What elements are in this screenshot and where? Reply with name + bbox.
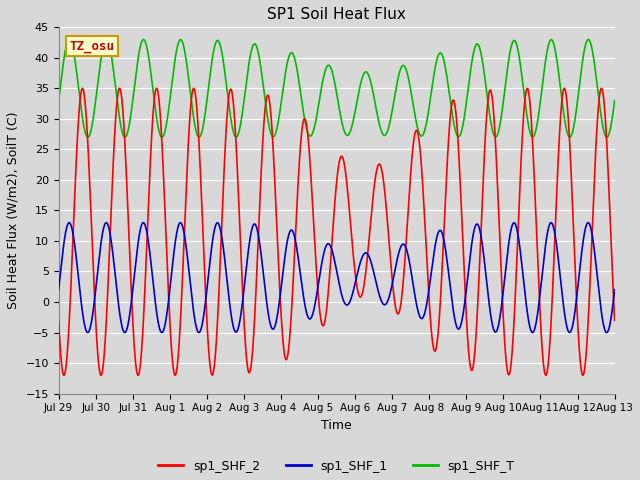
Y-axis label: Soil Heat Flux (W/m2), SoilT (C): Soil Heat Flux (W/m2), SoilT (C)	[7, 112, 20, 309]
Legend: sp1_SHF_2, sp1_SHF_1, sp1_SHF_T: sp1_SHF_2, sp1_SHF_1, sp1_SHF_T	[154, 455, 520, 478]
Title: SP1 Soil Heat Flux: SP1 Soil Heat Flux	[267, 7, 406, 22]
Text: TZ_osu: TZ_osu	[70, 39, 115, 53]
X-axis label: Time: Time	[321, 419, 352, 432]
